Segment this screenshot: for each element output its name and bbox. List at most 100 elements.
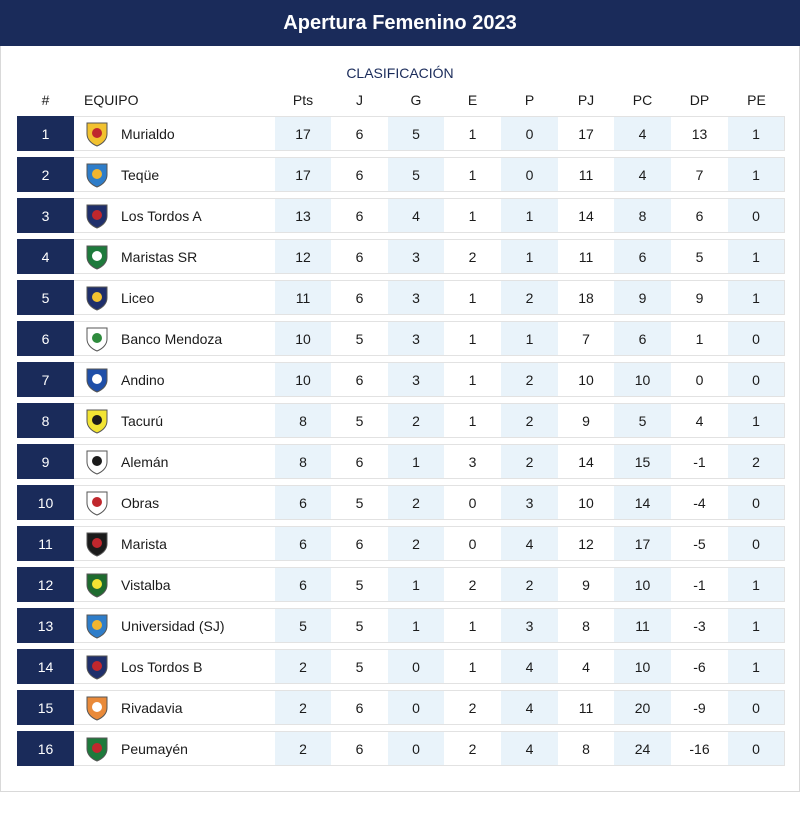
cell-pe: 2 xyxy=(728,444,785,479)
cell-j: 5 xyxy=(331,649,388,684)
cell-pe: 0 xyxy=(728,526,785,561)
cell-pj: 17 xyxy=(558,116,614,151)
cell-pc: 24 xyxy=(614,731,671,766)
cell-team: Rivadavia xyxy=(74,690,275,725)
table-row: 12 Vistalba 6 5 1 2 2 9 10 -1 1 xyxy=(17,567,785,602)
cell-team: Andino xyxy=(74,362,275,397)
cell-j: 5 xyxy=(331,321,388,356)
cell-pj: 14 xyxy=(558,444,614,479)
cell-team: Los Tordos A xyxy=(74,198,275,233)
cell-g: 4 xyxy=(388,198,444,233)
cell-j: 5 xyxy=(331,608,388,643)
cell-dp: 0 xyxy=(671,362,728,397)
table-row: 3 Los Tordos A 13 6 4 1 1 14 8 6 0 xyxy=(17,198,785,233)
column-header-pe: PE xyxy=(747,92,766,108)
cell-pj: 8 xyxy=(558,731,614,766)
cell-position: 16 xyxy=(17,731,74,766)
cell-position: 11 xyxy=(17,526,74,561)
cell-position: 3 xyxy=(17,198,74,233)
cell-dp: -6 xyxy=(671,649,728,684)
table-row: 9 Alemán 8 6 1 3 2 14 15 -1 2 xyxy=(17,444,785,479)
standings-panel: CLASIFICACIÓN # EQUIPO Pts J G E P PJ PC… xyxy=(0,46,800,792)
cell-dp: 13 xyxy=(671,116,728,151)
cell-p: 2 xyxy=(501,403,558,438)
tacuru-crest-icon xyxy=(84,408,110,434)
team-name: Teqüe xyxy=(121,167,160,183)
cell-pe: 1 xyxy=(728,608,785,643)
table-row: 1 Murialdo 17 6 5 1 0 17 4 13 1 xyxy=(17,116,785,151)
los-tordos-crest-icon xyxy=(84,654,110,680)
aleman-crest-icon xyxy=(84,449,110,475)
cell-e: 2 xyxy=(444,239,501,274)
marista-crest-icon xyxy=(84,531,110,557)
cell-pe: 1 xyxy=(728,403,785,438)
cell-pts: 2 xyxy=(275,690,331,725)
cell-position: 4 xyxy=(17,239,74,274)
cell-dp: 5 xyxy=(671,239,728,274)
cell-pe: 0 xyxy=(728,362,785,397)
banco-mendoza-crest-icon xyxy=(84,326,110,352)
cell-pe: 0 xyxy=(728,485,785,520)
cell-pc: 10 xyxy=(614,567,671,602)
table-row: 5 Liceo 11 6 3 1 2 18 9 9 1 xyxy=(17,280,785,315)
cell-team: Banco Mendoza xyxy=(74,321,275,356)
cell-g: 5 xyxy=(388,116,444,151)
cell-team: Teqüe xyxy=(74,157,275,192)
column-header-pj: PJ xyxy=(577,92,595,108)
cell-pts: 17 xyxy=(275,116,331,151)
cell-dp: 1 xyxy=(671,321,728,356)
cell-position: 7 xyxy=(17,362,74,397)
cell-pts: 5 xyxy=(275,608,331,643)
table-row: 16 Peumayén 2 6 0 2 4 8 24 -16 0 xyxy=(17,731,785,766)
cell-j: 6 xyxy=(331,690,388,725)
cell-e: 1 xyxy=(444,280,501,315)
cell-pj: 18 xyxy=(558,280,614,315)
cell-g: 0 xyxy=(388,690,444,725)
cell-pc: 6 xyxy=(614,321,671,356)
cell-pts: 6 xyxy=(275,567,331,602)
cell-pe: 1 xyxy=(728,567,785,602)
cell-pts: 2 xyxy=(275,731,331,766)
rivadavia-crest-icon xyxy=(84,695,110,721)
cell-e: 0 xyxy=(444,485,501,520)
cell-e: 2 xyxy=(444,731,501,766)
cell-p: 4 xyxy=(501,526,558,561)
cell-p: 2 xyxy=(501,567,558,602)
andino-crest-icon xyxy=(84,367,110,393)
cell-p: 4 xyxy=(501,690,558,725)
cell-pts: 2 xyxy=(275,649,331,684)
cell-team: Maristas SR xyxy=(74,239,275,274)
cell-pc: 10 xyxy=(614,649,671,684)
cell-p: 1 xyxy=(501,321,558,356)
table-row: 6 Banco Mendoza 10 5 3 1 1 7 6 1 0 xyxy=(17,321,785,356)
cell-position: 13 xyxy=(17,608,74,643)
column-header-dp: DP xyxy=(689,92,710,108)
table-row: 13 Universidad (SJ) 5 5 1 1 3 8 11 -3 1 xyxy=(17,608,785,643)
cell-e: 1 xyxy=(444,403,501,438)
cell-team: Obras xyxy=(74,485,275,520)
cell-pe: 1 xyxy=(728,157,785,192)
column-header-pc: PC xyxy=(632,92,653,108)
cell-pc: 10 xyxy=(614,362,671,397)
cell-position: 8 xyxy=(17,403,74,438)
cell-pc: 17 xyxy=(614,526,671,561)
cell-pc: 20 xyxy=(614,690,671,725)
cell-g: 3 xyxy=(388,280,444,315)
cell-pc: 4 xyxy=(614,116,671,151)
cell-j: 6 xyxy=(331,731,388,766)
cell-pe: 1 xyxy=(728,649,785,684)
cell-g: 3 xyxy=(388,239,444,274)
cell-position: 6 xyxy=(17,321,74,356)
cell-e: 1 xyxy=(444,198,501,233)
team-name: Rivadavia xyxy=(121,700,183,716)
cell-pc: 14 xyxy=(614,485,671,520)
cell-e: 1 xyxy=(444,649,501,684)
cell-e: 0 xyxy=(444,526,501,561)
cell-position: 5 xyxy=(17,280,74,315)
column-header-pts: Pts xyxy=(292,92,314,108)
cell-g: 2 xyxy=(388,485,444,520)
column-header-position: # xyxy=(41,92,50,108)
cell-pc: 4 xyxy=(614,157,671,192)
cell-team: Tacurú xyxy=(74,403,275,438)
liceo-crest-icon xyxy=(84,285,110,311)
